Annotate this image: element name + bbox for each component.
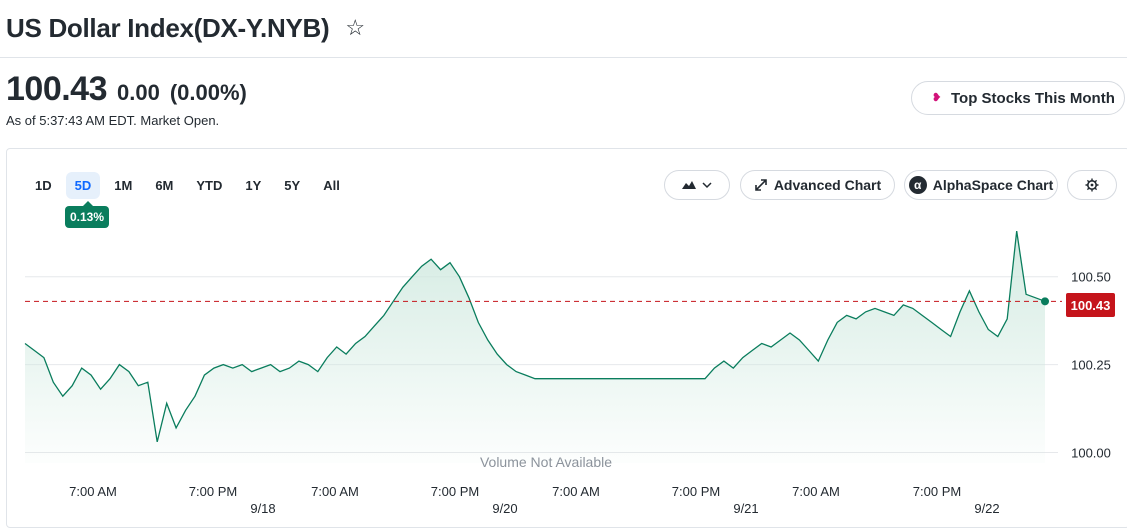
range-1m[interactable]: 1M xyxy=(114,178,133,193)
x-tick-label: 7:00 AM xyxy=(792,484,840,499)
range-all[interactable]: All xyxy=(323,178,340,193)
top-stocks-button[interactable]: ❥ Top Stocks This Month xyxy=(911,81,1125,115)
mountain-chart-icon xyxy=(682,181,712,189)
last-price-tag: 100.43 xyxy=(1066,293,1115,317)
range-1d[interactable]: 1D xyxy=(35,178,52,193)
x-date-label: 9/21 xyxy=(733,501,758,516)
price-line xyxy=(24,231,1046,443)
x-tick-label: 7:00 AM xyxy=(311,484,359,499)
x-date-label: 9/20 xyxy=(492,501,517,516)
x-tick-label: 7:00 PM xyxy=(431,484,479,499)
current-price: 100.43 xyxy=(6,70,108,108)
price-area xyxy=(25,231,1045,463)
alpha-icon: α xyxy=(908,176,927,194)
range-ytd[interactable]: YTD xyxy=(196,178,223,193)
sparkle-icon: ❥ xyxy=(932,92,942,104)
range-change-badge: 0.13% xyxy=(65,201,110,228)
quote-row: 100.43 0.00 (0.00%) xyxy=(6,70,247,109)
price-change-percent: (0.00%) xyxy=(169,80,247,105)
advanced-chart-label: Advanced Chart xyxy=(773,177,882,193)
x-tick-label: 7:00 PM xyxy=(672,484,720,499)
star-icon[interactable]: ☆ xyxy=(345,15,366,40)
alphaspace-chart-label: AlphaSpace Chart xyxy=(932,177,1054,193)
x-date-label: 9/18 xyxy=(250,501,275,516)
title-row: US Dollar Index(DX-Y.NYB) ☆ xyxy=(6,10,365,46)
range-selector: 1D 5D 1M 6M YTD 1Y 5Y All xyxy=(26,172,354,199)
alphaspace-chart-button[interactable]: α AlphaSpace Chart xyxy=(904,170,1058,200)
x-tick-label: 7:00 AM xyxy=(69,484,117,499)
expand-arrows-icon xyxy=(755,179,767,191)
y-tick-label: 100.50 xyxy=(1071,270,1111,285)
range-5d[interactable]: 5D xyxy=(65,172,101,199)
price-change: 0.00 xyxy=(117,80,160,105)
x-tick-label: 7:00 PM xyxy=(913,484,961,499)
y-tick-label: 100.25 xyxy=(1071,358,1111,373)
range-5y[interactable]: 5Y xyxy=(284,178,301,193)
range-6m[interactable]: 6M xyxy=(155,178,174,193)
quote-timestamp: As of 5:37:43 AM EDT. Market Open. xyxy=(6,113,220,128)
volume-not-available: Volume Not Available xyxy=(480,454,612,470)
x-tick-label: 7:00 AM xyxy=(552,484,600,499)
range-1y[interactable]: 1Y xyxy=(245,178,262,193)
last-price-dot xyxy=(1041,297,1049,306)
x-date-label: 9/22 xyxy=(974,501,999,516)
top-stocks-label: Top Stocks This Month xyxy=(951,89,1115,107)
x-tick-label: 7:00 PM xyxy=(189,484,237,499)
chart-type-button[interactable] xyxy=(664,170,730,200)
y-tick-label: 100.00 xyxy=(1071,445,1111,460)
advanced-chart-button[interactable]: Advanced Chart xyxy=(740,170,895,200)
chart-settings-button[interactable] xyxy=(1067,170,1117,200)
page-title: US Dollar Index(DX-Y.NYB) xyxy=(6,12,330,43)
header-divider xyxy=(0,57,1127,58)
gear-icon xyxy=(1085,178,1099,192)
